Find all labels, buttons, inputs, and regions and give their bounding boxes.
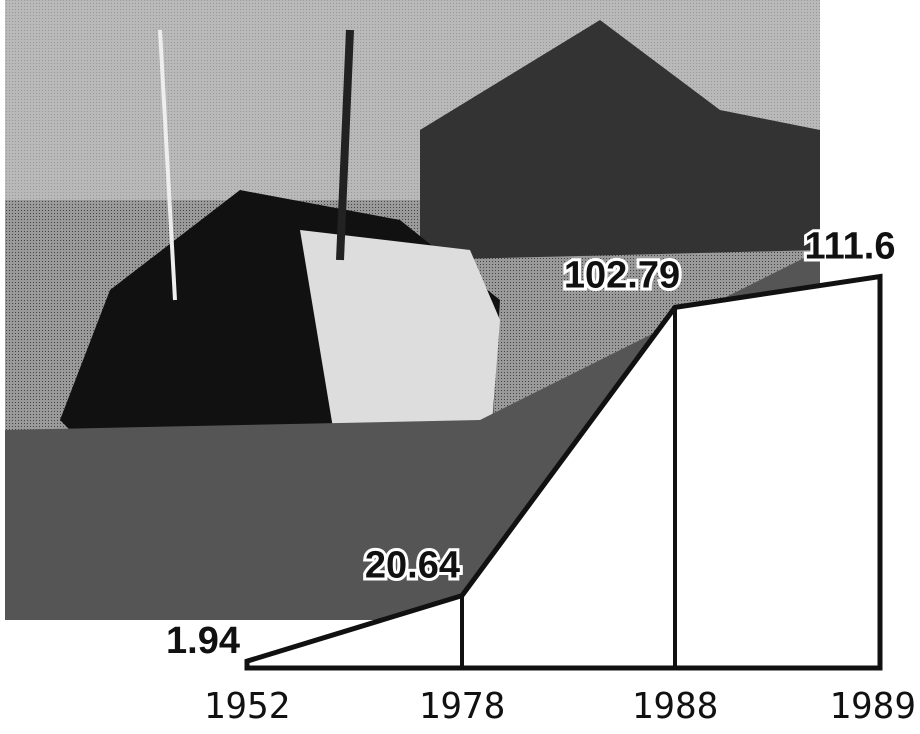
x-tick-label: 1952 bbox=[204, 686, 291, 727]
x-tick-label: 1989 bbox=[829, 686, 916, 727]
value-label: 102.79 bbox=[564, 254, 680, 296]
x-tick-label: 1978 bbox=[419, 686, 506, 727]
x-tick-label: 1988 bbox=[632, 686, 719, 727]
value-label: 20.64 bbox=[365, 545, 460, 587]
value-label: 111.6 bbox=[805, 225, 896, 267]
value-label: 1.94 bbox=[166, 620, 240, 662]
